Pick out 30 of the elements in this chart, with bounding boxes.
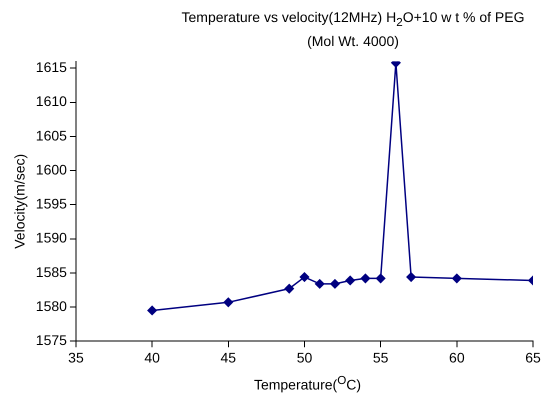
y-tick-label: 1585 [36, 264, 68, 280]
point [406, 272, 416, 282]
x-tick-label: 45 [220, 349, 236, 366]
point [284, 284, 294, 294]
x-tick-label: 50 [296, 349, 312, 366]
x-tick-label: 35 [68, 349, 84, 366]
x-tick-label: 60 [449, 349, 465, 366]
point [360, 273, 370, 283]
x-tick-label: 55 [372, 349, 389, 366]
y-tick-label: 1590 [36, 229, 68, 246]
y-tick-label: 1600 [36, 161, 68, 178]
y-tick-label: 1575 [36, 332, 68, 348]
chart-title: Temperature vs velocity(12MHz) H$_{2}$O+10 w t % of PEG (Mol Wt. 4000) [180, 8, 526, 50]
x-tick-label: 40 [144, 349, 160, 366]
point [314, 278, 324, 288]
point [224, 297, 234, 307]
y-tick-label: 1610 [36, 93, 68, 110]
y-tick-label: 1615 [36, 58, 68, 75]
y-tick-label: 1605 [36, 127, 68, 144]
x-tick-label: 65 [525, 349, 541, 366]
point [376, 273, 386, 283]
y-tick-label: 1580 [36, 298, 68, 314]
point [345, 276, 355, 286]
x-axis-title: Temperature($^{O}$C) [252, 374, 362, 392]
y-tick-label: 1595 [36, 195, 68, 212]
y-axis-title: Velocity(m/sec) [11, 154, 28, 249]
point [147, 306, 157, 316]
point [452, 273, 462, 283]
point [330, 278, 340, 288]
point [300, 272, 310, 282]
